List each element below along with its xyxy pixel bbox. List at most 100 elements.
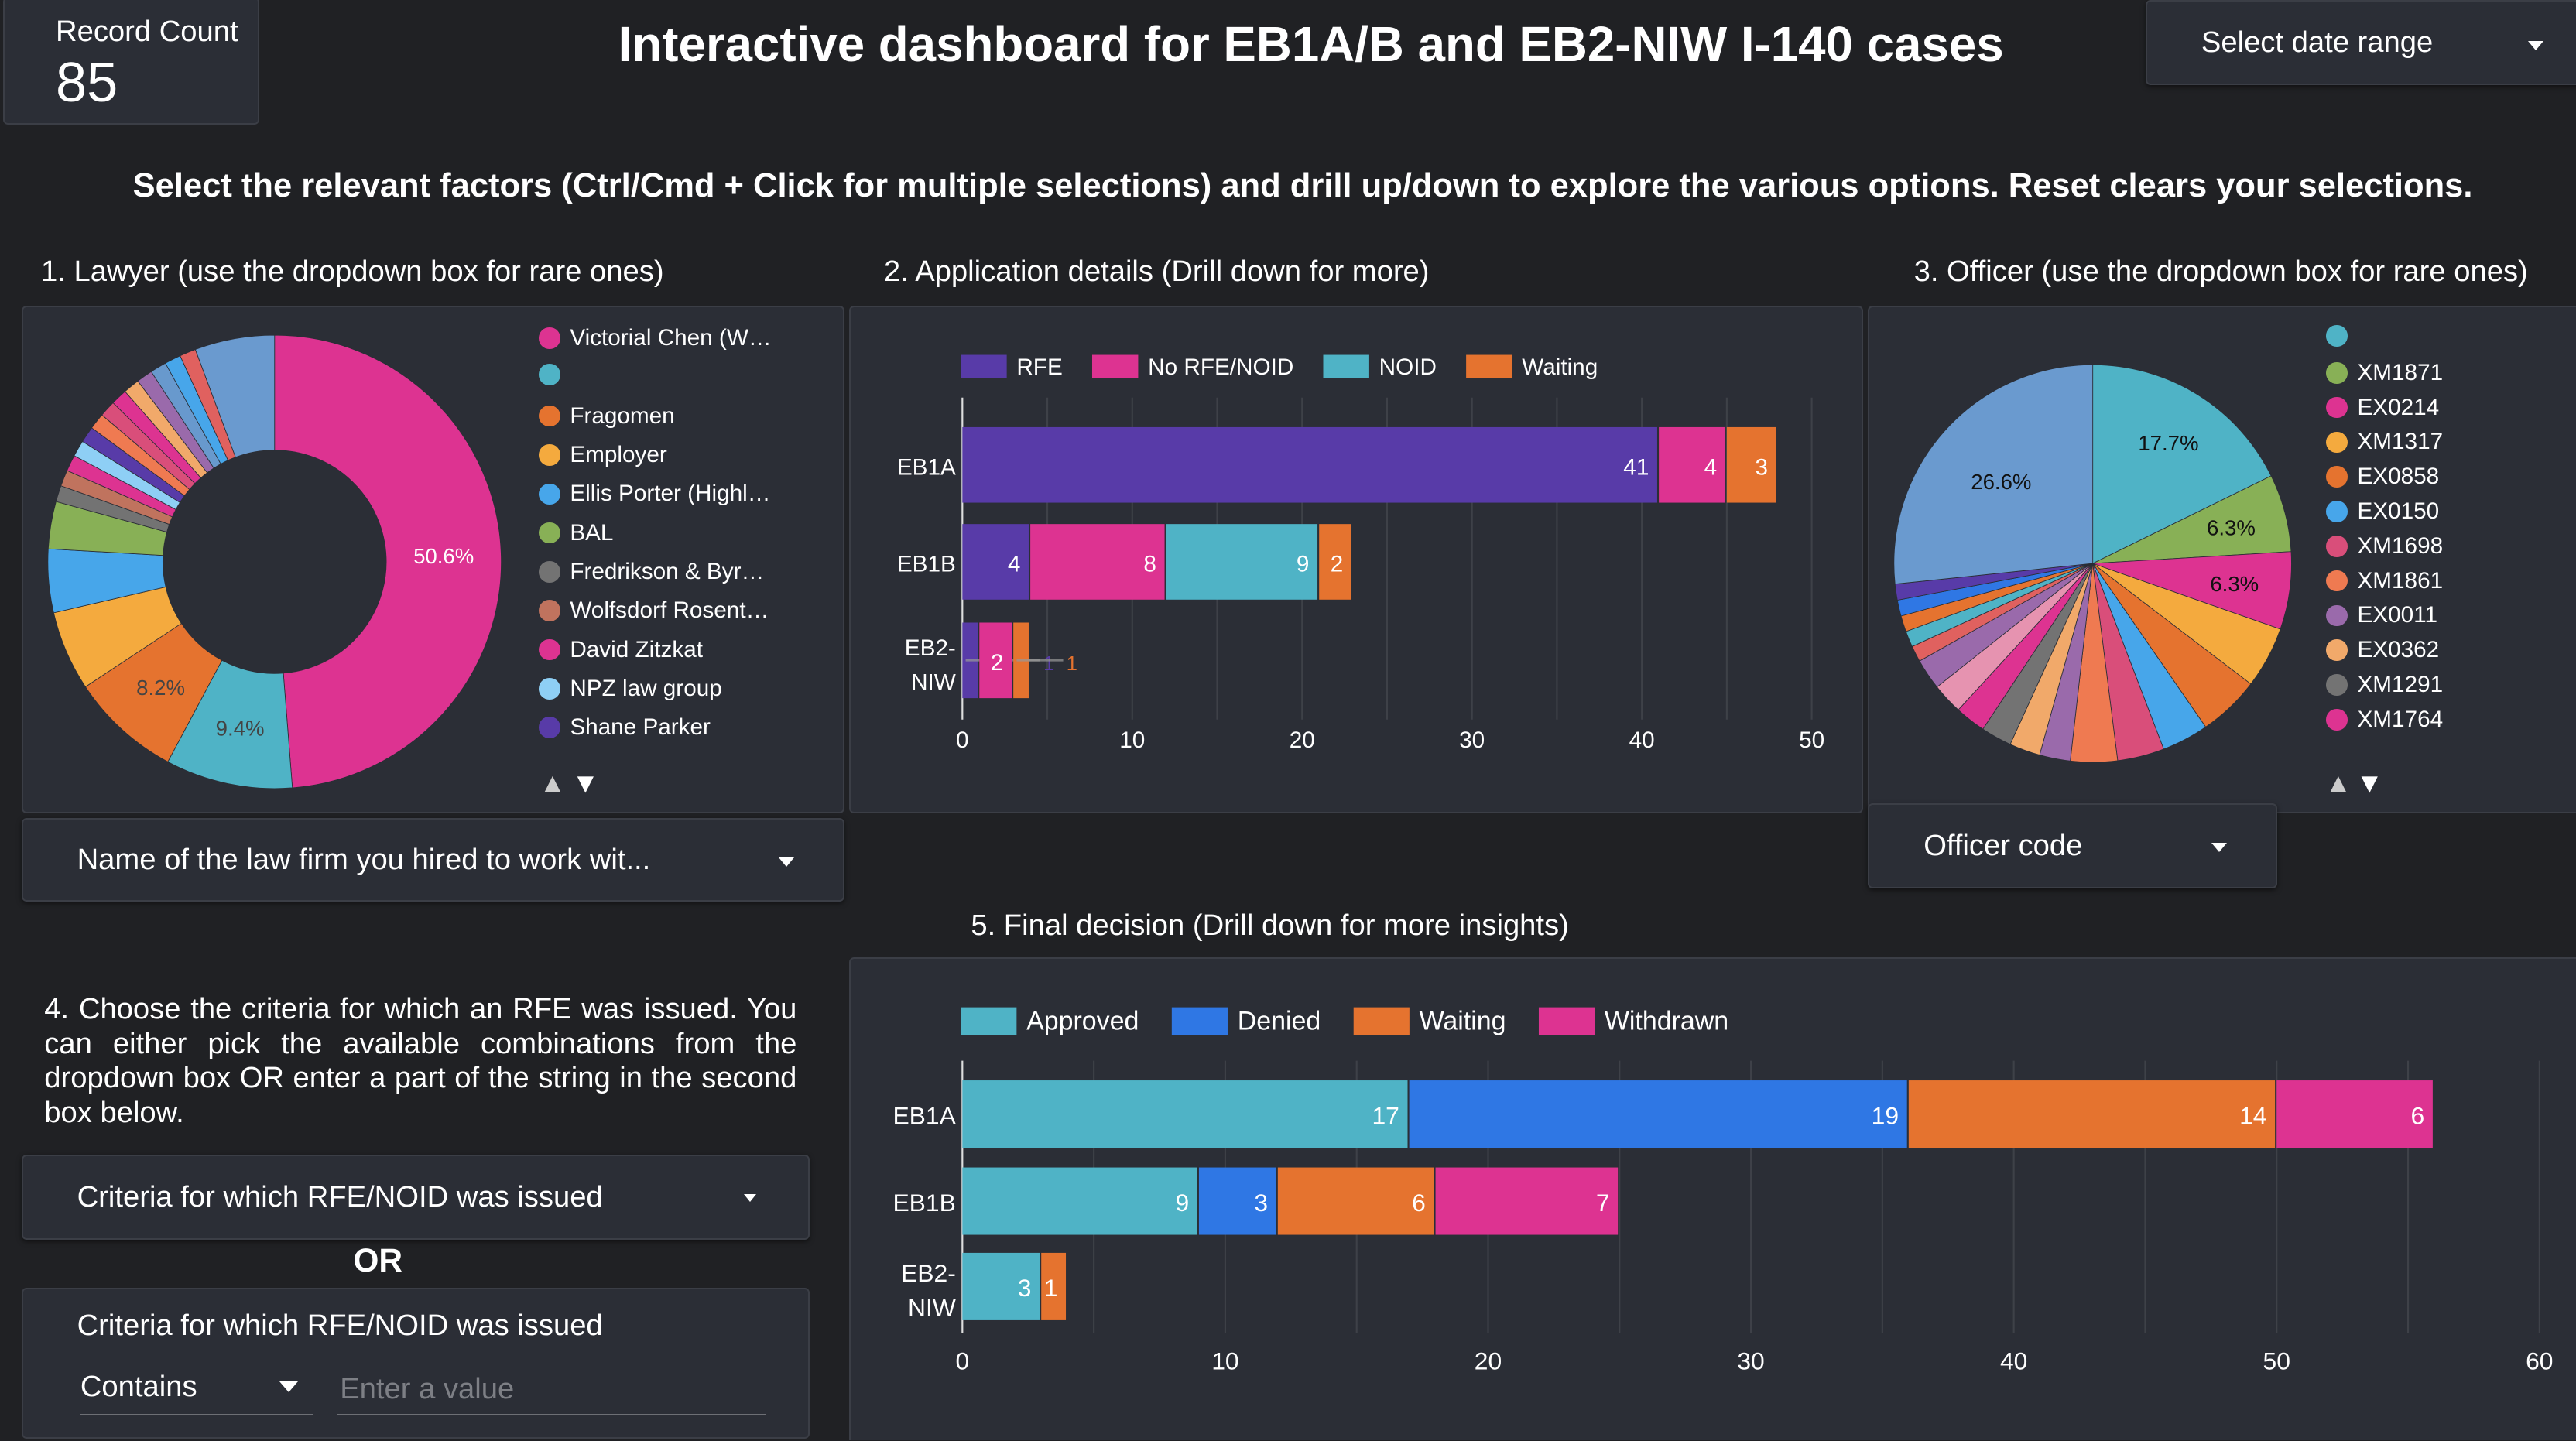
bar-segment[interactable] <box>979 622 1012 698</box>
legend-dot-icon <box>539 561 560 583</box>
decision-heading: 5. Final decision (Drill down for more i… <box>971 908 1569 942</box>
lawyer-dropdown[interactable]: Name of the law firm you hired to work w… <box>21 817 844 902</box>
legend-dot-icon <box>2326 362 2348 384</box>
legend-item[interactable]: XM1861 <box>2326 568 2443 594</box>
legend-label: Denied <box>1238 1007 1321 1036</box>
legend-item[interactable]: XM1317 <box>2326 429 2443 455</box>
x-tick-label: 40 <box>1629 727 1655 753</box>
legend-item[interactable]: EX0214 <box>2326 395 2439 421</box>
legend-item[interactable]: Employer <box>539 442 667 468</box>
legend-item[interactable]: XM1871 <box>2326 360 2443 386</box>
legend-dot-icon <box>539 638 560 661</box>
bar-segment[interactable] <box>1199 1167 1276 1235</box>
category-label: EB1A <box>893 1102 957 1130</box>
bar-segment[interactable] <box>1278 1167 1434 1235</box>
legend-dot-icon <box>539 483 560 505</box>
bar-segment[interactable] <box>962 523 1029 600</box>
category-label: EB2- <box>905 635 956 661</box>
legend-label: Waiting <box>1523 354 1598 380</box>
pie-slice[interactable] <box>194 334 275 458</box>
bar-segment[interactable] <box>1030 523 1165 600</box>
bar-segment[interactable] <box>1659 426 1726 503</box>
lawyer-donut-chart[interactable]: 50.6% 9.4% 8.2% <box>23 307 843 812</box>
data-label: 41 <box>1624 454 1649 480</box>
or-label: OR <box>353 1241 402 1278</box>
bar-segment[interactable] <box>1319 523 1352 600</box>
legend-item[interactable]: Fredrikson & Byr… <box>539 559 764 585</box>
legend-page-down-icon[interactable]: ▼ <box>2355 767 2384 799</box>
legend-page-up-icon[interactable]: ▲ <box>2324 767 2352 799</box>
legend-item[interactable]: XM1764 <box>2326 707 2443 733</box>
bar-segment[interactable] <box>962 1253 1040 1321</box>
pie-slice[interactable] <box>1893 364 2094 584</box>
legend-page-down-icon[interactable]: ▼ <box>571 767 600 799</box>
legend-swatch <box>1092 354 1139 378</box>
legend-page-up-icon[interactable]: ▲ <box>539 767 567 799</box>
legend-dot-icon <box>539 444 560 466</box>
legend-dot-icon <box>539 405 560 427</box>
slice-label: 6.3% <box>2211 572 2259 596</box>
decision-chart-panel: 0 10 20 30 40 50 60 Approved Denied Waiting Withdr… <box>849 957 2576 1441</box>
bar-segment[interactable] <box>1166 523 1318 600</box>
legend-label: David Zitzkat <box>570 636 703 662</box>
legend-item[interactable]: BAL <box>539 520 613 546</box>
officer-pie-chart[interactable]: 17.7% 6.3% 6.3% 26.6% <box>1869 307 2576 812</box>
pie-slice[interactable] <box>2092 364 2272 564</box>
bar-segment[interactable] <box>1041 1253 1067 1321</box>
x-tick-label: 0 <box>956 1347 970 1375</box>
bar-segment[interactable] <box>962 1080 1408 1148</box>
legend-swatch <box>1353 1007 1410 1036</box>
decision-bar-chart[interactable]: 0 10 20 30 40 50 60 Approved Denied Waiting Withdr… <box>851 959 2576 1440</box>
bar-segment[interactable] <box>2276 1080 2434 1148</box>
slice-label: 9.4% <box>215 716 264 740</box>
legend-item[interactable]: NPZ law group <box>539 676 722 702</box>
legend-item[interactable]: EX0150 <box>2326 498 2439 525</box>
bar-segment[interactable] <box>1909 1080 2276 1148</box>
pie-slice[interactable] <box>273 334 502 789</box>
bar-segment[interactable] <box>1435 1167 1619 1235</box>
criteria-value-input[interactable] <box>336 1364 766 1416</box>
bar-segment[interactable] <box>962 1167 1198 1235</box>
legend-dot-icon <box>2326 396 2348 419</box>
bar-segment[interactable] <box>1727 426 1776 503</box>
legend-item[interactable]: XM1291 <box>2326 672 2443 698</box>
legend-item[interactable] <box>539 364 570 385</box>
legend-dot-icon <box>2326 674 2348 696</box>
criteria-instructions: 4. Choose the criteria for which an RFE … <box>44 991 797 1129</box>
legend-item[interactable] <box>2326 325 2357 347</box>
legend-item[interactable]: EX0362 <box>2326 637 2439 663</box>
data-label: 3 <box>1756 454 1769 480</box>
criteria-operator-select[interactable]: Contains <box>80 1365 314 1416</box>
legend-label: Shane Parker <box>570 714 711 741</box>
legend-item[interactable]: Fragomen <box>539 403 675 430</box>
legend-item[interactable]: XM1698 <box>2326 533 2443 560</box>
legend-item[interactable]: Wolfsdorf Rosent… <box>539 597 769 624</box>
legend-label: Ellis Porter (Highl… <box>570 481 771 507</box>
data-label: 6 <box>2411 1102 2425 1130</box>
bar-segment[interactable] <box>1409 1080 1907 1148</box>
legend-item[interactable]: Shane Parker <box>539 714 711 741</box>
criteria-dropdown[interactable]: Criteria for which RFE/NOID was issued <box>21 1155 810 1241</box>
legend-item[interactable]: Victorial Chen (W… <box>539 325 772 351</box>
application-bar-chart[interactable]: 0 10 20 30 40 50 RFE No RFE/NOID NOID Waiting EB1A… <box>851 307 1861 812</box>
legend-label: NOID <box>1379 354 1437 380</box>
legend-item[interactable]: EX0858 <box>2326 464 2439 490</box>
legend-swatch <box>961 354 1007 378</box>
legend-item[interactable]: EX0011 <box>2326 602 2437 628</box>
legend-label: Withdrawn <box>1605 1007 1728 1036</box>
x-tick-label: 20 <box>1475 1347 1502 1375</box>
x-tick-label: 50 <box>1799 727 1824 753</box>
data-label: 7 <box>1596 1189 1610 1217</box>
legend-label: NPZ law group <box>570 675 722 701</box>
lawyer-chart-panel: 50.6% 9.4% 8.2% Victorial Chen (W… Fragomen… <box>21 305 844 813</box>
legend-swatch <box>1323 354 1370 378</box>
x-tick-label: 10 <box>1120 727 1146 753</box>
x-tick-label: 10 <box>1211 1347 1238 1375</box>
legend-dot-icon <box>539 678 560 700</box>
date-range-select[interactable]: Select date range <box>2145 0 2576 86</box>
legend-item[interactable]: David Zitzkat <box>539 637 703 663</box>
legend-item[interactable]: Ellis Porter (Highl… <box>539 481 770 507</box>
category-label: EB1B <box>893 1189 956 1217</box>
bar-segment[interactable] <box>962 426 1658 503</box>
officer-dropdown[interactable]: Officer code <box>1868 803 2277 889</box>
